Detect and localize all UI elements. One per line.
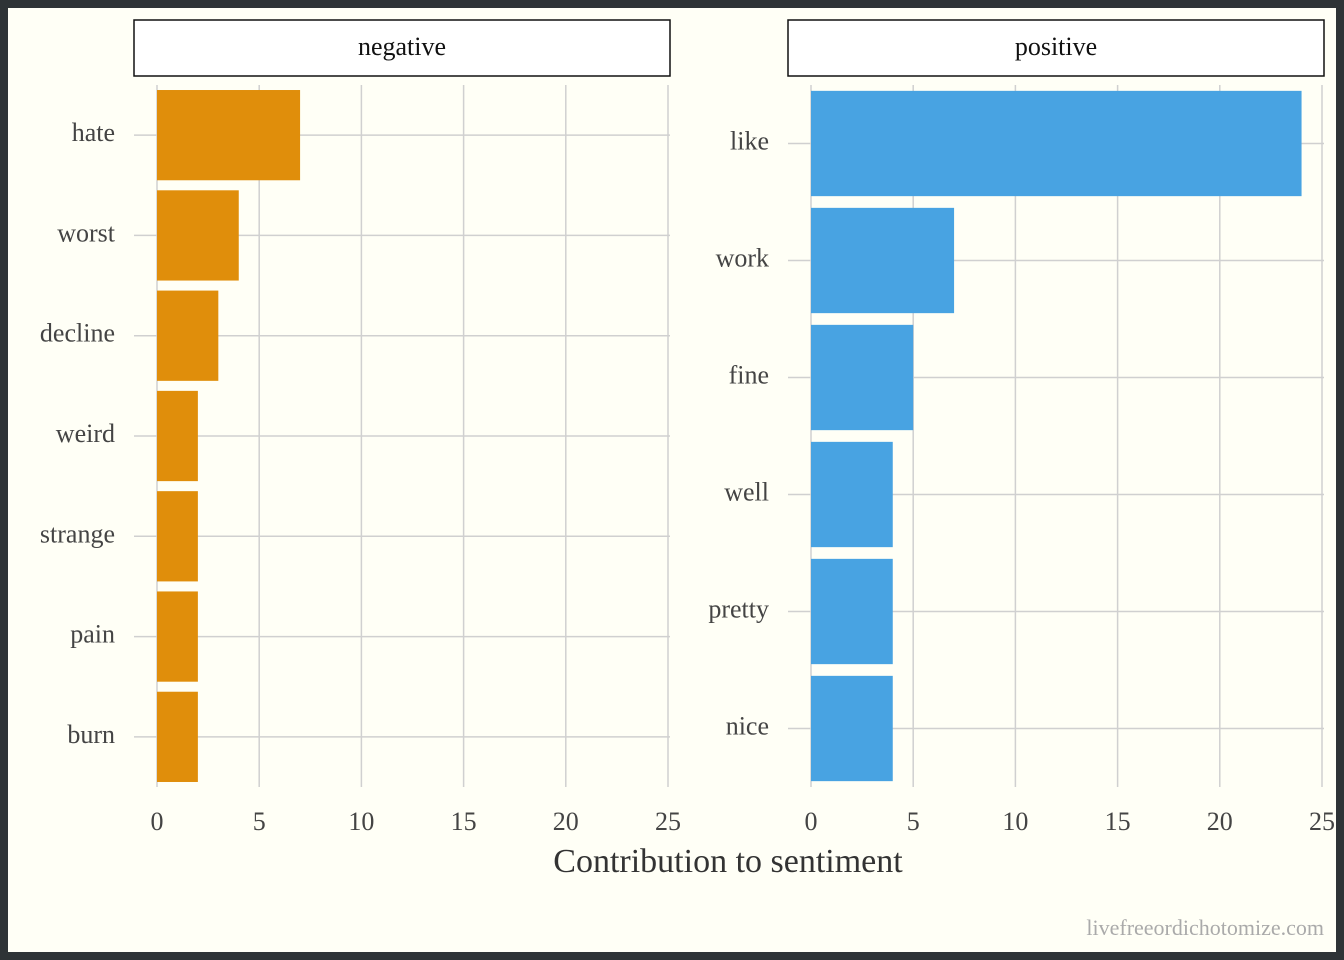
y-tick-label: weird (56, 419, 115, 448)
y-tick-label: decline (40, 319, 115, 348)
y-tick-label: well (724, 477, 769, 506)
bar (157, 691, 198, 782)
y-tick-label: pain (70, 620, 115, 649)
y-tick-label: pretty (708, 594, 769, 623)
x-tick-label: 25 (1309, 807, 1335, 836)
strip (133, 19, 671, 77)
bar (157, 90, 301, 181)
x-tick-label: 20 (1207, 807, 1233, 836)
x-tick-label: 5 (253, 807, 266, 836)
x-tick-label: 10 (348, 807, 374, 836)
bar (811, 324, 914, 431)
bar (811, 441, 893, 548)
bar (157, 491, 198, 582)
y-tick-label: like (730, 126, 769, 155)
bar (157, 190, 239, 281)
x-tick-label: 20 (553, 807, 579, 836)
bar (157, 591, 198, 682)
x-tick-label: 15 (1105, 807, 1131, 836)
x-tick-label: 5 (907, 807, 920, 836)
y-tick-label: nice (726, 711, 769, 740)
bar (157, 290, 219, 381)
strip (787, 19, 1325, 77)
x-tick-label: 0 (151, 807, 164, 836)
x-tick-label: 15 (451, 807, 477, 836)
x-tick-label: 10 (1002, 807, 1028, 836)
bar (811, 90, 1302, 197)
panel-title: negative (358, 32, 446, 61)
bar (811, 558, 893, 665)
y-tick-label: hate (72, 118, 115, 147)
y-tick-label: worst (57, 218, 116, 247)
y-tick-label: fine (729, 360, 769, 389)
panel-title: positive (1015, 32, 1097, 61)
y-tick-label: burn (67, 720, 115, 749)
bar (157, 390, 198, 482)
caption: livefreeordichotomize.com (1086, 915, 1324, 940)
x-tick-label: 0 (805, 807, 818, 836)
bar (811, 675, 893, 782)
x-axis-label: Contribution to sentiment (553, 843, 903, 880)
bar (811, 207, 955, 314)
y-tick-label: strange (40, 519, 115, 548)
y-tick-label: work (716, 243, 769, 272)
x-tick-label: 25 (655, 807, 681, 836)
